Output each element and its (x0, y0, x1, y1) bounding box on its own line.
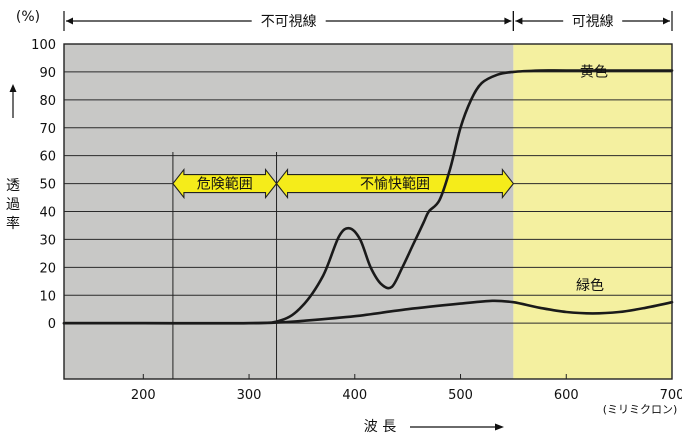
range-label-unpleasant: 不愉快範囲 (360, 176, 430, 193)
region-visible-arrow-left (515, 17, 523, 25)
y-tick-label: 10 (39, 289, 56, 304)
x-tick-label: 700 (660, 388, 682, 403)
y-tick-label: 90 (39, 66, 56, 81)
series-label-0: 黄色 (580, 64, 608, 81)
x-tick-label: 600 (554, 388, 579, 403)
range-label-danger: 危険範囲 (197, 176, 253, 193)
x-label-arrowhead (495, 423, 504, 431)
y-tick-label: 40 (39, 206, 56, 221)
plot-frame (63, 43, 673, 380)
y-tick-label: 50 (39, 178, 56, 193)
series-label-1: 緑色 (576, 277, 604, 294)
y-tick-label: 100 (31, 38, 56, 53)
x-tick-label: 200 (131, 388, 156, 403)
region-visible-arrow-right (663, 17, 670, 25)
series-line-1 (62, 299, 674, 325)
x-tick-label: 300 (237, 388, 262, 403)
y-axis-label: 透過率 (6, 178, 20, 232)
x-tick-label: 400 (342, 388, 367, 403)
region-visible-label: 可視線 (572, 14, 614, 30)
region-invisible-label: 不可視線 (261, 14, 317, 30)
y-tick-label: 60 (39, 150, 56, 165)
series-line-0 (62, 69, 674, 325)
y-tick-label: 70 (39, 122, 56, 137)
range-arrow-unpleasant (275, 167, 515, 200)
region-invisible-arrow-right (504, 17, 512, 25)
y-tick-label: 0 (48, 317, 56, 332)
x-unit: (ミリミクロン) (603, 403, 678, 416)
y-tick-label: 30 (39, 233, 56, 248)
x-tick-label: 500 (448, 388, 473, 403)
y-tick-label: 80 (39, 94, 56, 109)
y-label-arrowhead (9, 84, 17, 92)
y-tick-label: 20 (39, 261, 56, 276)
region-invisible-arrow-left (66, 17, 73, 25)
y-unit: (%) (16, 9, 40, 25)
x-axis-label: 波 長 (364, 419, 396, 435)
